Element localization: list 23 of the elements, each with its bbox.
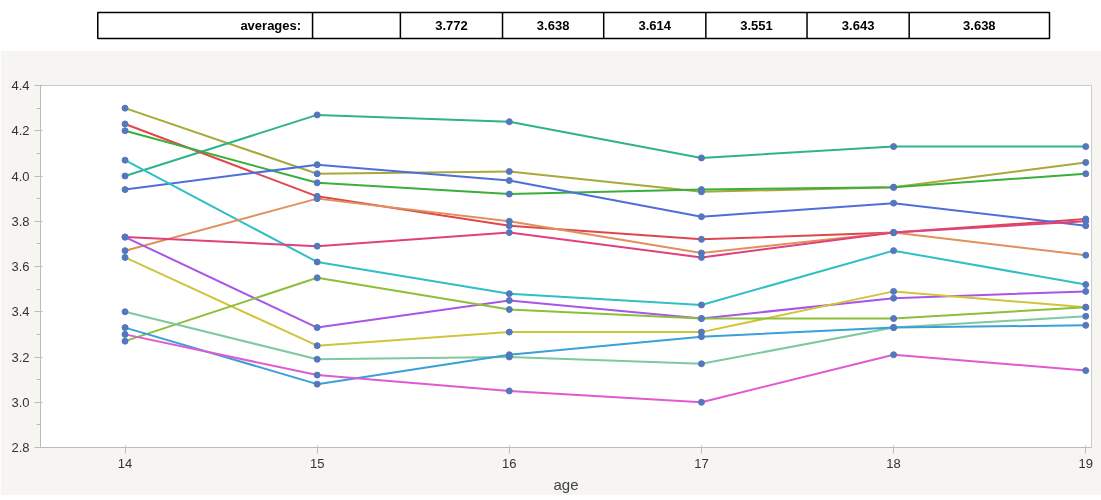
x-tick-label: 19	[1078, 455, 1093, 471]
y-tick-label: 3.4	[11, 304, 30, 320]
text: 3.638	[536, 18, 570, 33]
x-tick-label: 18	[886, 455, 901, 471]
y-tick-label: 4.0	[11, 168, 30, 184]
text: 3.614	[638, 18, 672, 33]
x-axis-title: age	[553, 475, 579, 493]
text: 3.551	[740, 18, 773, 33]
y-tick-label: 4.4	[11, 78, 30, 93]
y-tick-label: 2.8	[11, 440, 30, 455]
text: 3.643	[841, 18, 875, 33]
text: 3.638	[963, 18, 996, 33]
x-tick-label: 15	[309, 455, 325, 471]
x-tick-label: 14	[117, 455, 133, 471]
y-tick-label: 3.0	[11, 394, 30, 410]
text: averages:	[240, 18, 302, 33]
x-tick-label: 17	[694, 455, 709, 471]
y-tick-label: 3.2	[11, 349, 30, 365]
text: 3.772	[435, 18, 468, 33]
x-tick-label: 16	[502, 455, 517, 471]
y-tick-label: 3.8	[11, 213, 30, 229]
y-tick-label: 3.6	[11, 259, 30, 274]
y-tick-label: 4.2	[11, 123, 30, 139]
